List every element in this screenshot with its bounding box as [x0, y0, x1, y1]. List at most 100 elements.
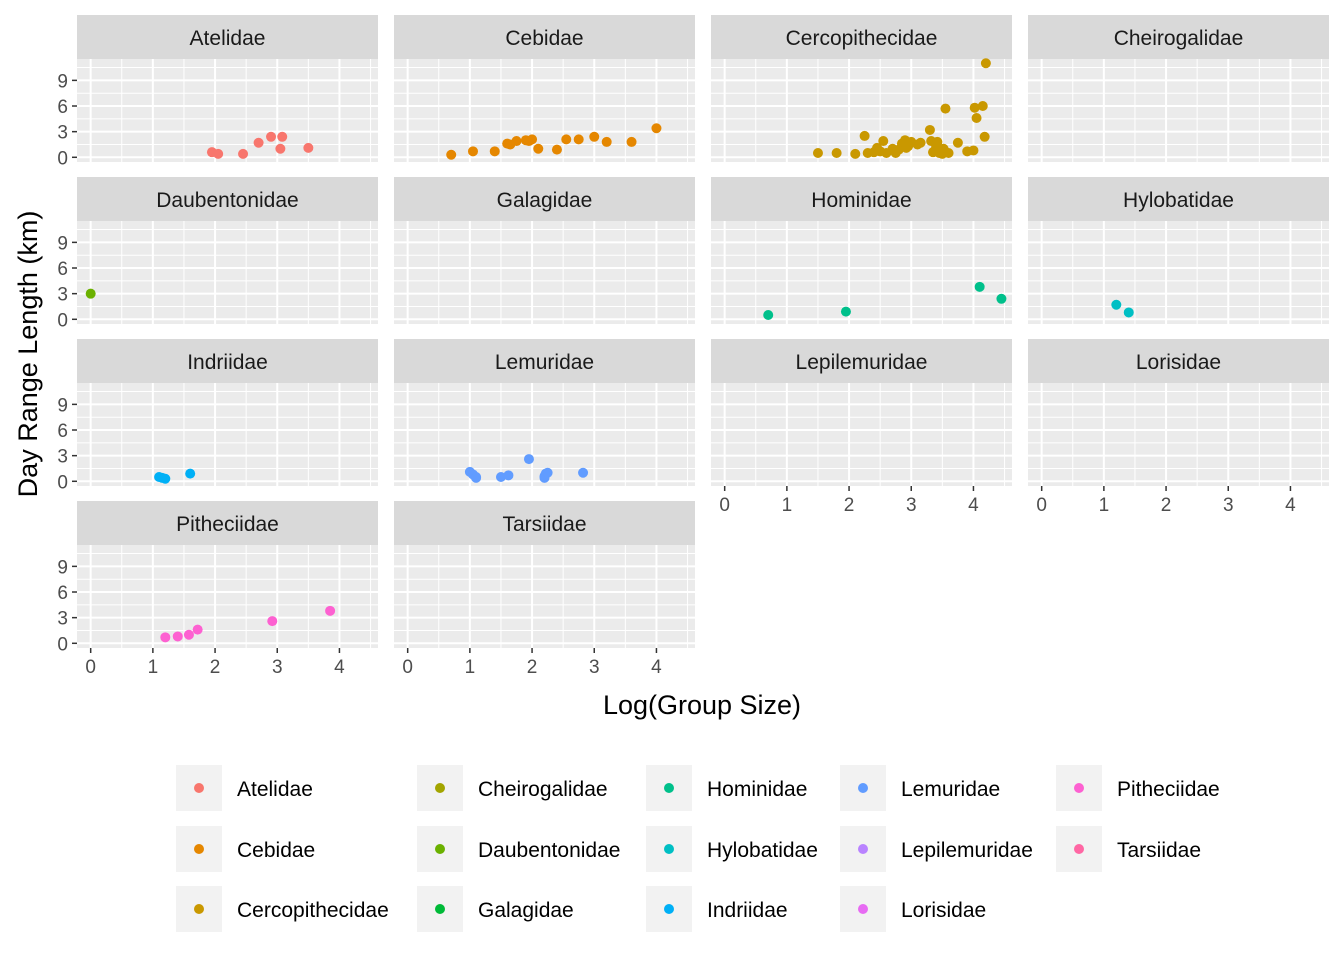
- data-point: [277, 131, 288, 142]
- x-tick-label: 1: [465, 657, 476, 678]
- legend-label: Cebidae: [237, 839, 315, 862]
- facet-strip: [394, 177, 695, 221]
- legend-item: Cercopithecidae: [176, 886, 389, 932]
- legend-item: Atelidae: [176, 765, 313, 811]
- legend-marker: [858, 844, 868, 854]
- legend: Atelidae Cebidae Cercopithecidae Cheirogali…: [176, 765, 1220, 932]
- legend-label: Indriidae: [707, 899, 788, 922]
- data-point: [542, 467, 553, 478]
- x-tick-label: 3: [589, 657, 600, 678]
- data-point: [551, 144, 562, 155]
- data-point: [971, 112, 982, 123]
- facet-panel: Pitheciidae 0 3 6 9 0 1 2 3 4: [57, 501, 378, 678]
- legend-marker: [194, 783, 204, 793]
- facet-panel: Tarsiidae 0 1 2 3 4: [394, 501, 695, 678]
- facet-strip: [394, 339, 695, 383]
- facet-panel: Lorisidae 0 1 2 3 4: [1028, 339, 1329, 516]
- data-point: [573, 134, 584, 145]
- facet-panel: Cheirogalidae: [1028, 15, 1329, 162]
- facet-strip: [1028, 15, 1329, 59]
- x-tick-label: 4: [651, 657, 662, 678]
- facet-strip: [711, 177, 1012, 221]
- data-point: [979, 131, 990, 142]
- x-tick-label: 0: [402, 657, 413, 678]
- facet-title: Hominidae: [811, 189, 911, 212]
- facet-strip: [77, 339, 378, 383]
- data-point: [503, 470, 514, 481]
- data-point: [626, 136, 637, 147]
- data-point: [85, 288, 96, 299]
- data-point: [267, 616, 278, 627]
- y-tick-label: 9: [57, 71, 68, 92]
- facet-panel: Hylobatidae: [1028, 177, 1329, 324]
- facet-title: Lorisidae: [1136, 351, 1221, 374]
- legend-label: Atelidae: [237, 778, 313, 801]
- legend-label: Tarsiidae: [1117, 839, 1201, 862]
- data-point: [969, 102, 980, 113]
- x-tick-label: 2: [527, 657, 538, 678]
- legend-marker: [858, 904, 868, 914]
- x-tick-label: 0: [719, 495, 730, 516]
- legend-marker: [194, 904, 204, 914]
- data-point: [840, 306, 851, 317]
- legend-label: Pitheciidae: [1117, 778, 1220, 801]
- facet-title: Atelidae: [190, 27, 266, 50]
- legend-marker: [194, 844, 204, 854]
- data-point: [527, 134, 538, 145]
- y-tick-label: 3: [57, 285, 68, 306]
- legend-label: Cheirogalidae: [478, 778, 608, 801]
- facet-strip: [77, 177, 378, 221]
- data-point: [924, 124, 935, 135]
- x-tick-label: 4: [968, 495, 979, 516]
- facet-title: Lemuridae: [495, 351, 594, 374]
- data-point: [446, 149, 457, 160]
- data-point: [561, 134, 572, 145]
- legend-item: Cheirogalidae: [417, 765, 608, 811]
- legend-marker: [435, 844, 445, 854]
- legend-item: Lepilemuridae: [840, 826, 1033, 872]
- facet-title: Galagidae: [497, 189, 593, 212]
- y-tick-label: 3: [57, 123, 68, 144]
- facet-strip: [1028, 339, 1329, 383]
- data-point: [601, 136, 612, 147]
- data-point: [238, 148, 249, 159]
- legend-item: Lorisidae: [840, 886, 986, 932]
- y-tick-label: 9: [57, 557, 68, 578]
- x-tick-label: 3: [272, 657, 283, 678]
- facet-title: Hylobatidae: [1123, 189, 1234, 212]
- x-axis-label: Log(Group Size): [603, 690, 801, 720]
- legend-item: Cebidae: [176, 826, 315, 872]
- x-tick-label: 0: [85, 657, 96, 678]
- facet-title: Cercopithecidae: [786, 27, 938, 50]
- y-tick-label: 3: [57, 447, 68, 468]
- facet-title: Tarsiidae: [502, 513, 586, 536]
- legend-label: Daubentonidae: [478, 839, 620, 862]
- data-point: [213, 148, 224, 159]
- data-point: [859, 130, 870, 141]
- y-tick-label: 6: [57, 97, 68, 118]
- legend-marker: [435, 783, 445, 793]
- data-point: [980, 58, 991, 69]
- data-point: [878, 136, 889, 147]
- data-point: [489, 146, 500, 157]
- y-tick-label: 0: [57, 310, 68, 331]
- x-tick-label: 2: [844, 495, 855, 516]
- x-tick-label: 3: [906, 495, 917, 516]
- data-point: [1111, 299, 1122, 310]
- data-point: [940, 103, 951, 114]
- x-tick-label: 4: [1285, 495, 1296, 516]
- legend-item: Lemuridae: [840, 765, 1000, 811]
- x-tick-label: 2: [1161, 495, 1172, 516]
- facet-panel: Cebidae: [394, 15, 695, 162]
- data-point: [303, 142, 314, 153]
- y-tick-label: 0: [57, 634, 68, 655]
- data-point: [523, 454, 534, 465]
- x-tick-label: 1: [782, 495, 793, 516]
- data-point: [533, 143, 544, 154]
- x-tick-label: 0: [1036, 495, 1047, 516]
- data-point: [915, 137, 926, 148]
- y-tick-label: 0: [57, 148, 68, 169]
- y-tick-label: 9: [57, 395, 68, 416]
- facet-panel: Cercopithecidae: [711, 15, 1012, 162]
- facet-title: Cheirogalidae: [1114, 27, 1244, 50]
